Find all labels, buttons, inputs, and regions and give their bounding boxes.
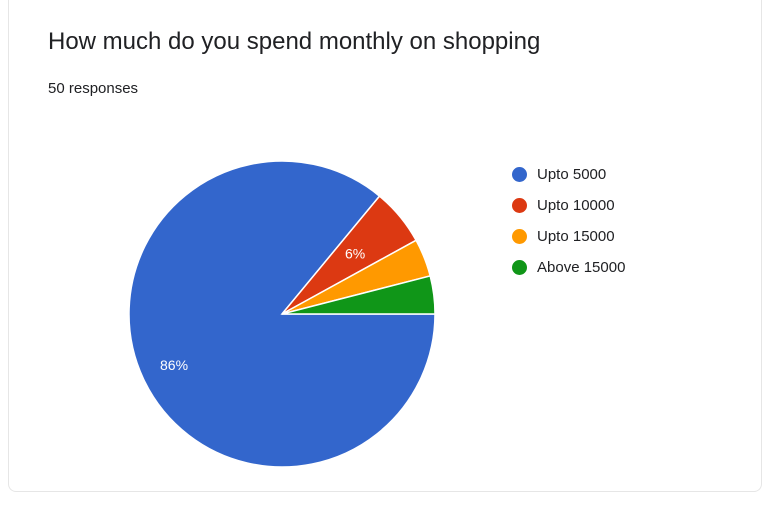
legend-item-upto-5000[interactable]: Upto 5000 xyxy=(512,159,625,190)
pie-slice-above-15000[interactable] xyxy=(281,275,436,315)
legend-item-upto-15000[interactable]: Upto 15000 xyxy=(512,221,625,252)
legend-swatch xyxy=(512,198,527,213)
legend-item-upto-10000[interactable]: Upto 10000 xyxy=(512,190,625,221)
chart-title: How much do you spend monthly on shoppin… xyxy=(48,28,541,55)
response-count: 50 responses xyxy=(48,80,139,97)
legend-swatch xyxy=(512,229,527,244)
legend-item-above-15000[interactable]: Above 15000 xyxy=(512,252,625,283)
legend-label: Upto 15000 xyxy=(537,228,615,245)
legend-label: Above 15000 xyxy=(537,259,626,276)
legend-label: Upto 10000 xyxy=(537,197,615,214)
legend: Upto 5000 Upto 10000 Upto 15000 Above 15… xyxy=(512,159,625,283)
legend-label: Upto 5000 xyxy=(537,166,607,183)
legend-swatch xyxy=(512,167,527,182)
slice-data-label: 86% xyxy=(160,357,188,373)
slice-data-label: 6% xyxy=(345,246,365,262)
legend-swatch xyxy=(512,260,527,275)
